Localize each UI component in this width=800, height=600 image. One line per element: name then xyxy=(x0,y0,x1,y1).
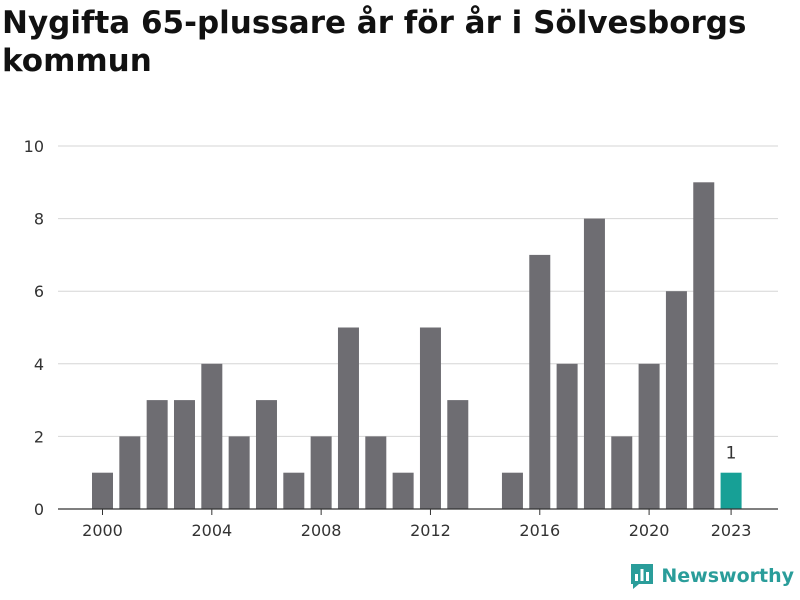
bar xyxy=(92,472,113,509)
bar xyxy=(419,327,441,509)
x-tick-label: 2016 xyxy=(519,521,560,540)
bar xyxy=(665,291,687,509)
x-tick-label: 2012 xyxy=(410,521,451,540)
y-tick-label: 8 xyxy=(34,210,44,229)
x-tick-label: 2000 xyxy=(82,521,123,540)
y-tick-label: 0 xyxy=(34,500,44,519)
brand-name: Newsworthy xyxy=(661,565,794,587)
bar xyxy=(337,327,359,509)
y-tick-label: 2 xyxy=(34,427,44,446)
y-tick-label: 6 xyxy=(34,282,44,301)
newsworthy-chart-icon xyxy=(631,564,654,589)
data-label: 1 xyxy=(726,444,737,464)
bar xyxy=(119,436,141,509)
bar xyxy=(228,436,250,509)
bar xyxy=(693,182,715,510)
bar xyxy=(529,254,551,509)
x-axis-ticks: 2000 2004 2008 2012 2016 2020 2023 xyxy=(82,509,751,540)
bar xyxy=(283,472,305,509)
x-tick-label: 2023 xyxy=(711,521,752,540)
y-tick-label: 4 xyxy=(34,355,44,374)
bars: 1 xyxy=(92,182,742,510)
bar xyxy=(201,363,223,509)
brand-logo: Newsworthy xyxy=(629,562,794,590)
bar-highlighted xyxy=(720,472,742,509)
bar xyxy=(638,363,660,509)
bar xyxy=(365,436,387,509)
bar xyxy=(611,436,633,509)
chart-title: Nygifta 65-plussare år för år i Sölvesbo… xyxy=(2,5,747,79)
x-tick-label: 2020 xyxy=(629,521,670,540)
bar xyxy=(392,472,414,509)
bar xyxy=(501,472,523,509)
bar xyxy=(583,218,605,509)
bar xyxy=(173,400,195,509)
bar xyxy=(310,436,332,509)
x-tick-label: 2004 xyxy=(191,521,232,540)
y-tick-label: 10 xyxy=(24,137,44,156)
bar xyxy=(255,400,277,509)
bar xyxy=(556,363,578,509)
x-tick-label: 2008 xyxy=(301,521,342,540)
bar xyxy=(146,400,168,509)
bar xyxy=(447,400,469,509)
y-axis-ticks: 0 2 4 6 8 10 xyxy=(24,137,44,519)
